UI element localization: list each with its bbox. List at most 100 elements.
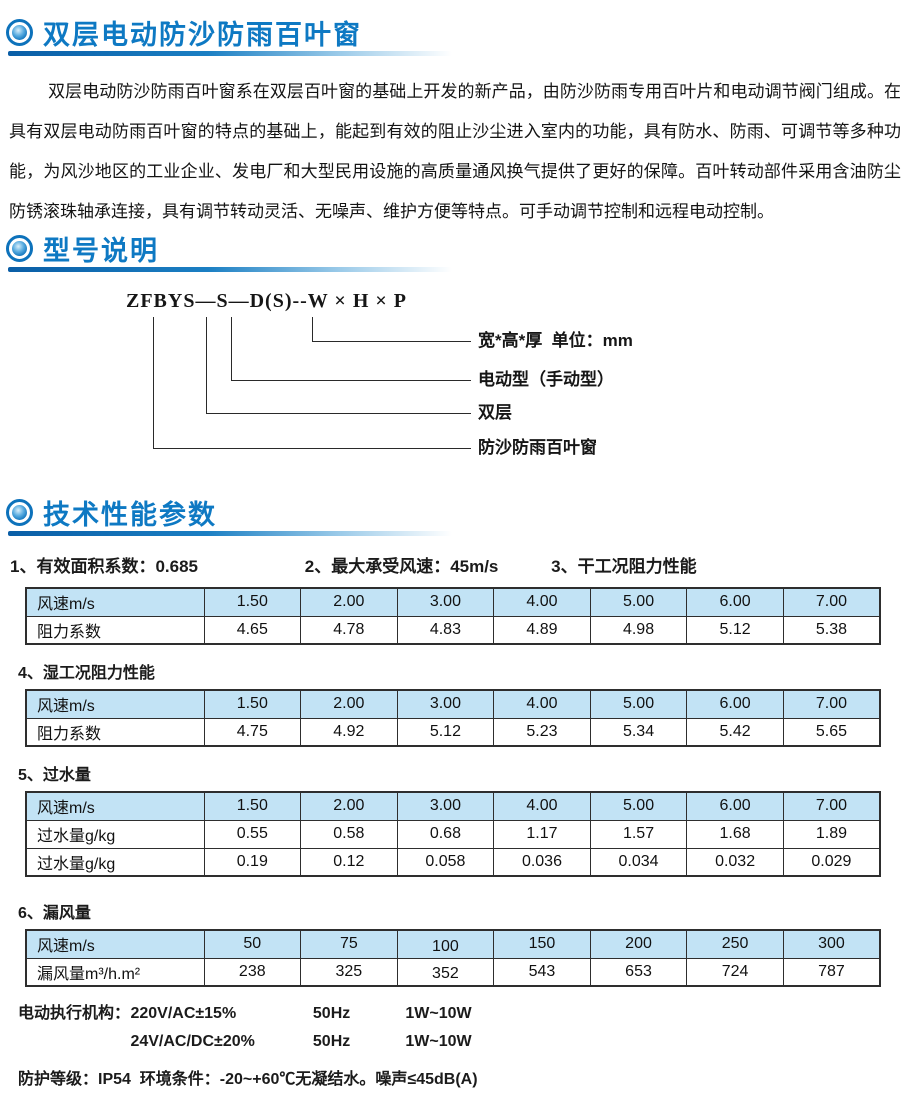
air-leakage-table: 风速m/s 50 75 100 150 200 250 300 漏风量m³/h.m² 238 325… <box>25 929 881 987</box>
actuator-voltage: 24V/AC/DC±20% <box>130 1033 255 1050</box>
data-cell: 5.65 <box>782 717 881 747</box>
data-cell: 0.036 <box>493 847 591 877</box>
data-cell: 543 <box>493 957 591 987</box>
section-underline <box>8 51 452 56</box>
column-header-cell: 6.00 <box>686 791 784 821</box>
column-header-cell: 50 <box>203 929 302 959</box>
column-header-cell: 5.00 <box>589 587 688 617</box>
data-cell: 过水量g/kg <box>25 819 205 849</box>
param-dry-resistance-label: 3、干工况阻力性能 <box>551 557 697 576</box>
column-header-cell: 300 <box>782 929 881 959</box>
param-area-coefficient: 1、有效面积系数：0.685 <box>10 557 198 576</box>
data-cell: 5.42 <box>686 717 784 747</box>
electrical-spec-block: 电动执行机构： 220V/AC±15% 50Hz 1W~10W 24V/AC/D… <box>18 999 910 1089</box>
column-header-cell: 100 <box>396 929 495 959</box>
column-header-cell: 风速m/s <box>25 929 205 959</box>
section-model: 型号说明 <box>6 232 910 272</box>
actuator-power: 1W~10W <box>405 1033 472 1050</box>
section-underline <box>8 267 452 272</box>
table-header-row: 风速m/s 1.50 2.00 3.00 4.00 5.00 6.00 7.00 <box>25 587 881 617</box>
model-label-double-layer: 双层 <box>478 403 512 422</box>
data-cell: 4.65 <box>203 615 302 645</box>
column-header-cell: 3.00 <box>396 791 495 821</box>
connector-line <box>312 317 471 342</box>
data-cell: 1.68 <box>686 819 784 849</box>
data-cell: 4.92 <box>300 717 398 747</box>
actuator-power: 1W~10W <box>405 1005 472 1022</box>
column-header-cell: 4.00 <box>493 587 591 617</box>
model-label-louver: 防沙防雨百叶窗 <box>478 438 597 457</box>
table-row: 阻力系数 4.65 4.78 4.83 4.89 4.98 5.12 5.38 <box>25 615 881 645</box>
data-cell: 4.83 <box>396 615 495 645</box>
section-title-tech: 技术性能参数 <box>43 499 217 530</box>
water-pass-table: 风速m/s 1.50 2.00 3.00 4.00 5.00 6.00 7.00 过水量g/kg… <box>25 791 881 877</box>
column-header-cell: 6.00 <box>686 689 784 719</box>
column-header-cell: 风速m/s <box>25 791 205 821</box>
section-tech: 技术性能参数 <box>6 496 910 536</box>
section-title-model: 型号说明 <box>43 235 159 266</box>
connector-line <box>153 317 471 449</box>
connector-line <box>231 317 471 381</box>
column-header-cell: 1.50 <box>203 791 302 821</box>
bullseye-icon <box>6 234 33 262</box>
column-header-cell: 5.00 <box>589 791 688 821</box>
wet-resistance-table: 风速m/s 1.50 2.00 3.00 4.00 5.00 6.00 7.00 阻力系数 4.7… <box>25 689 881 747</box>
actuator-frequency: 50Hz <box>312 1033 351 1050</box>
data-cell: 漏风量m³/h.m² <box>25 957 205 987</box>
protection-spec-line: 防护等级：IP54 环境条件：-20~+60℃无凝结水。噪声≤45dB(A) <box>18 1071 478 1088</box>
model-code-diagram: ZFBYS—S—D(S)--W × H × P 宽*高*厚 单位：mm 电动型（… <box>0 288 910 466</box>
data-cell: 0.058 <box>396 847 495 877</box>
table-row: 阻力系数 4.75 4.92 5.12 5.23 5.34 5.42 5.65 <box>25 717 881 747</box>
data-cell: 阻力系数 <box>25 717 205 747</box>
bullseye-icon <box>6 498 33 526</box>
data-cell: 0.034 <box>589 847 688 877</box>
actuator-label: 电动执行机构： <box>18 1005 131 1022</box>
column-header-cell: 150 <box>493 929 591 959</box>
column-header-cell: 5.00 <box>589 689 688 719</box>
data-cell: 5.38 <box>782 615 881 645</box>
column-header-cell: 2.00 <box>300 689 398 719</box>
bullseye-icon <box>6 18 33 46</box>
data-cell: 1.89 <box>782 819 881 849</box>
model-label-drive-type: 电动型（手动型） <box>478 370 614 389</box>
column-header-cell: 7.00 <box>782 689 881 719</box>
column-header-cell: 1.50 <box>203 689 302 719</box>
data-cell: 4.75 <box>203 717 302 747</box>
table-row: 过水量g/kg 0.55 0.58 0.68 1.17 1.57 1.68 1.89 <box>25 819 881 849</box>
param-max-wind-speed: 2、最大承受风速：45m/s <box>304 557 499 576</box>
data-cell: 0.12 <box>300 847 398 877</box>
section-product: 双层电动防沙防雨百叶窗 <box>6 16 910 56</box>
wet-resistance-caption: 4、湿工况阻力性能 <box>18 665 155 682</box>
data-cell: 5.12 <box>396 717 495 747</box>
column-header-cell: 1.50 <box>203 587 302 617</box>
data-cell: 4.78 <box>300 615 398 645</box>
column-header-cell: 7.00 <box>782 791 881 821</box>
data-cell: 5.34 <box>589 717 688 747</box>
model-code: ZFBYS—S—D(S)--W × H × P <box>126 290 407 312</box>
data-cell: 0.029 <box>782 847 881 877</box>
data-cell: 0.58 <box>300 819 398 849</box>
column-header-cell: 6.00 <box>686 587 784 617</box>
data-cell: 724 <box>686 957 784 987</box>
data-cell: 0.68 <box>396 819 495 849</box>
column-header-cell: 3.00 <box>396 689 495 719</box>
data-cell: 325 <box>300 957 398 987</box>
data-cell: 238 <box>203 957 302 987</box>
data-cell: 0.55 <box>203 819 302 849</box>
water-pass-caption: 5、过水量 <box>18 767 91 784</box>
data-cell: 352 <box>396 957 495 987</box>
table-row: 漏风量m³/h.m² 238 325 352 543 653 724 787 <box>25 957 881 987</box>
actuator-frequency: 50Hz <box>312 1005 351 1022</box>
data-cell: 4.98 <box>589 615 688 645</box>
column-header-cell: 2.00 <box>300 791 398 821</box>
column-header-cell: 250 <box>686 929 784 959</box>
column-header-cell: 风速m/s <box>25 689 205 719</box>
air-leakage-caption: 6、漏风量 <box>18 905 91 922</box>
data-cell: 0.032 <box>686 847 784 877</box>
data-cell: 4.89 <box>493 615 591 645</box>
column-header-cell: 7.00 <box>782 587 881 617</box>
column-header-cell: 4.00 <box>493 791 591 821</box>
table-row: 过水量g/kg 0.19 0.12 0.058 0.036 0.034 0.032 0.029 <box>25 847 881 877</box>
data-cell: 653 <box>589 957 688 987</box>
